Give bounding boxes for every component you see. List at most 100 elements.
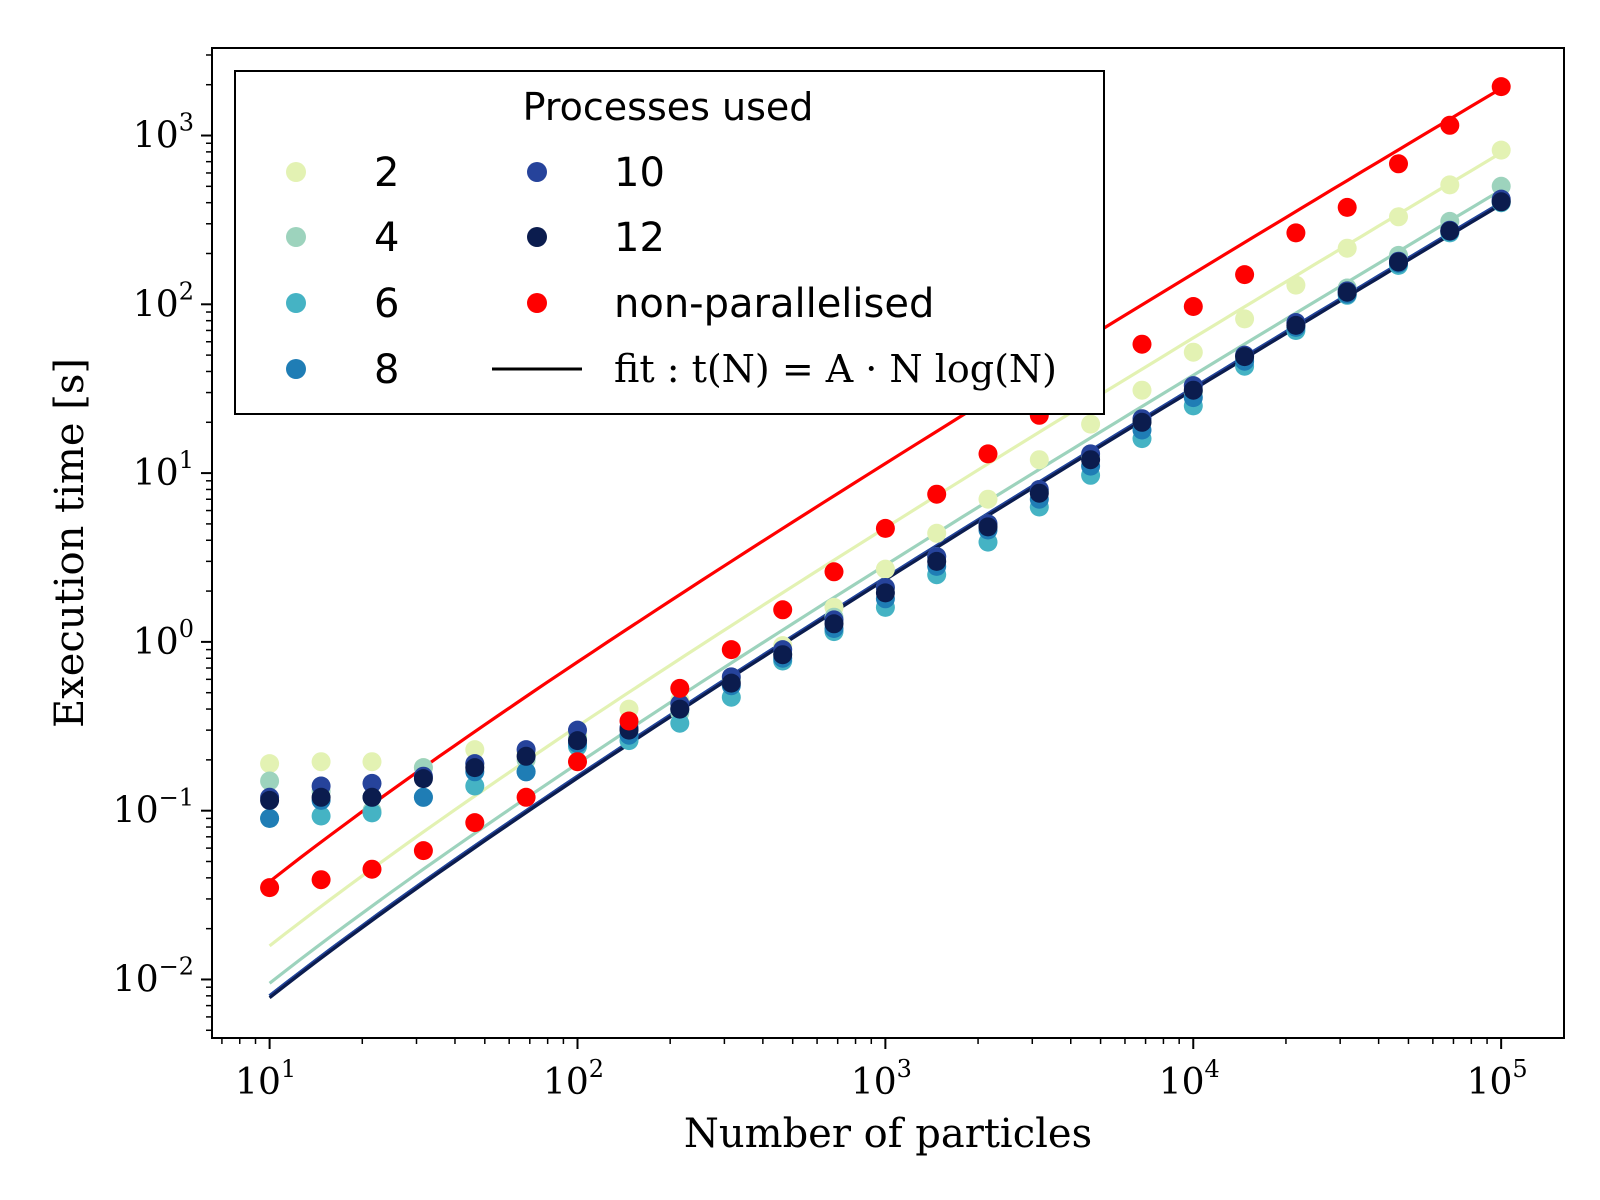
data-point-s3-0 xyxy=(260,808,280,828)
data-point-s6-20 xyxy=(1286,223,1306,243)
x-axis-ticks: 101 102 103 104 105 xyxy=(221,1038,1528,1103)
legend-entries: 2 4 6 8 10 12 non-parallelised xyxy=(286,150,934,393)
data-point-s5-10 xyxy=(773,645,793,665)
plot-frame xyxy=(211,47,1565,1039)
legend-marker-3 xyxy=(286,359,306,379)
x-axis-label: Number of particles xyxy=(684,1111,1092,1157)
legend-marker-5 xyxy=(527,227,547,247)
data-point-s6-0 xyxy=(260,878,280,898)
data-point-s0-17 xyxy=(1132,380,1152,400)
data-point-s5-21 xyxy=(1337,282,1357,302)
data-point-s6-4 xyxy=(465,813,485,833)
data-point-s5-19 xyxy=(1235,347,1255,367)
data-point-s6-21 xyxy=(1337,197,1357,217)
data-point-s6-5 xyxy=(516,787,536,807)
data-point-s0-13 xyxy=(927,523,947,543)
legend-title: Processes used xyxy=(523,85,814,129)
legend: Processes used 24681012non-parallelised … xyxy=(234,70,1105,415)
data-point-s6-12 xyxy=(875,518,895,538)
data-point-s0-2 xyxy=(362,752,382,772)
data-point-s6-22 xyxy=(1389,154,1408,174)
data-point-s5-6 xyxy=(568,731,587,751)
data-point-s5-16 xyxy=(1081,450,1101,470)
data-point-s6-18 xyxy=(1183,297,1203,316)
y-tick-label-2: 100 xyxy=(133,615,194,663)
legend-marker-1 xyxy=(286,227,306,247)
legend-label-6: non-parallelised xyxy=(614,281,934,327)
data-points xyxy=(260,77,1511,898)
data-point-s6-19 xyxy=(1235,265,1255,285)
data-point-s0-21 xyxy=(1337,238,1357,258)
data-point-s2-4 xyxy=(465,776,485,796)
data-point-s0-15 xyxy=(1029,450,1049,470)
data-point-s5-8 xyxy=(670,699,690,719)
data-point-s6-9 xyxy=(721,640,741,660)
data-point-s6-6 xyxy=(568,752,587,772)
x-tick-label-1: 102 xyxy=(543,1055,604,1103)
data-point-s6-3 xyxy=(413,841,433,861)
data-point-s5-2 xyxy=(362,787,382,807)
data-point-s6-11 xyxy=(824,562,844,582)
legend-marker-4 xyxy=(527,162,547,182)
legend-marker-0 xyxy=(286,162,306,182)
data-point-s5-18 xyxy=(1183,380,1203,400)
data-point-s5-22 xyxy=(1389,252,1408,272)
y-axis-ticks: 10−2 10−1 100 101 102 103 xyxy=(113,54,212,1032)
x-tick-label-0: 101 xyxy=(235,1055,296,1103)
data-point-s5-17 xyxy=(1132,412,1152,432)
data-point-s5-4 xyxy=(465,758,485,778)
legend-marker-6 xyxy=(527,293,547,313)
y-tick-label-5: 103 xyxy=(133,109,194,157)
data-point-s0-23 xyxy=(1440,175,1460,195)
data-point-s0-19 xyxy=(1235,309,1255,329)
data-point-s4-2 xyxy=(362,773,382,793)
data-point-s6-13 xyxy=(927,484,947,504)
y-tick-label-1: 10−1 xyxy=(113,784,194,832)
data-point-s6-10 xyxy=(773,600,793,620)
data-point-s5-15 xyxy=(1029,483,1049,503)
legend-fit-label: fit : t(N) = A · N log(N) xyxy=(614,347,1057,391)
data-point-s6-14 xyxy=(978,444,998,464)
data-point-s5-14 xyxy=(978,517,998,537)
x-tick-label-2: 103 xyxy=(851,1055,912,1103)
data-point-s5-11 xyxy=(824,614,844,634)
data-point-s5-24 xyxy=(1491,192,1511,212)
y-tick-label-3: 101 xyxy=(133,446,194,494)
data-point-s0-4 xyxy=(465,740,485,760)
data-point-s0-12 xyxy=(875,559,895,579)
data-point-s5-20 xyxy=(1286,315,1306,335)
data-point-s6-24 xyxy=(1491,77,1511,97)
data-point-s5-5 xyxy=(516,746,536,766)
data-point-s6-1 xyxy=(311,870,331,890)
legend-label-1: 4 xyxy=(374,215,399,261)
fit-line-6 xyxy=(268,87,1503,883)
data-point-s1-0 xyxy=(260,771,280,791)
data-point-s5-9 xyxy=(721,673,741,693)
data-point-s0-0 xyxy=(260,754,280,774)
data-point-s2-2 xyxy=(362,803,382,823)
legend-label-3: 8 xyxy=(374,347,399,393)
data-point-s5-1 xyxy=(311,787,331,807)
legend-marker-2 xyxy=(286,293,306,313)
data-point-s5-0 xyxy=(260,790,280,810)
y-axis-label: Execution time [s] xyxy=(47,358,93,728)
data-point-s5-12 xyxy=(875,583,895,603)
legend-box xyxy=(234,70,1105,415)
data-point-s0-24 xyxy=(1491,140,1511,160)
data-point-s5-3 xyxy=(413,769,433,789)
data-point-s5-13 xyxy=(927,551,947,571)
data-point-s0-14 xyxy=(978,489,998,509)
y-tick-label-4: 102 xyxy=(133,277,194,325)
data-point-s0-20 xyxy=(1286,275,1306,295)
data-point-s0-22 xyxy=(1389,207,1408,227)
data-point-s5-23 xyxy=(1440,221,1460,241)
legend-label-5: 12 xyxy=(614,215,665,261)
data-point-s6-23 xyxy=(1440,115,1460,135)
data-point-s2-1 xyxy=(311,806,331,826)
data-point-s2-8 xyxy=(670,713,690,733)
data-point-s0-18 xyxy=(1183,342,1203,362)
x-tick-label-4: 105 xyxy=(1467,1055,1528,1103)
data-point-s3-5 xyxy=(516,762,536,782)
legend-label-4: 10 xyxy=(614,150,665,196)
